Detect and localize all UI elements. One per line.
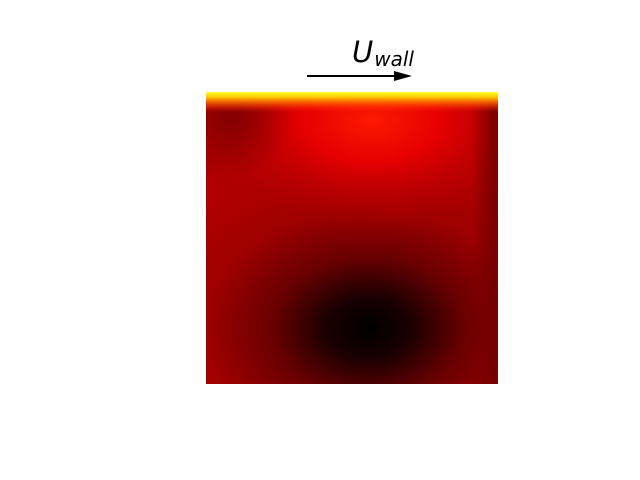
cavity-lid-layer [206, 92, 498, 112]
cavity-field [206, 92, 498, 384]
svg-text:Uwall: Uwall [352, 35, 414, 71]
cavity-corner-shade [206, 92, 498, 384]
cavity-right-wall-shade [470, 92, 498, 384]
arrow-right-icon [307, 71, 412, 81]
label-main: U [352, 35, 373, 69]
label-subscript: wall [374, 47, 414, 71]
wall-velocity-label: Uwall [352, 35, 414, 71]
